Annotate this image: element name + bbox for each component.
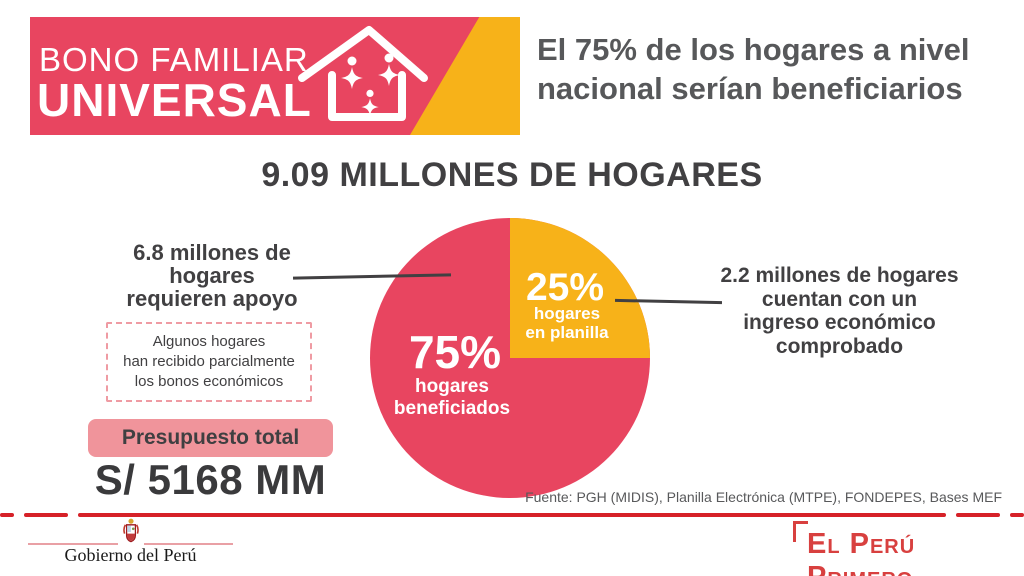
program-banner: BONO FAMILIAR UNIVERSAL — [30, 17, 520, 135]
budget-label-badge: Presupuesto total — [88, 419, 333, 457]
gov-label: Gobierno del Perú — [64, 545, 197, 565]
program-name-line2: UNIVERSAL — [37, 74, 312, 126]
gov-logo-top — [28, 517, 233, 547]
gov-flank-line-left — [28, 543, 118, 545]
pie-label-beneficiados-line1: hogares — [415, 376, 489, 397]
headline-line1: El 75% de los hogares a nivel — [537, 32, 970, 67]
annotation-right: 2.2 millones de hogares cuentan con un i… — [697, 264, 982, 358]
annotation-right-line2: cuentan con un — [761, 287, 918, 311]
annotation-left-line3: requieren apoyo — [126, 286, 298, 311]
pie-label-planilla-line1: hogares — [534, 304, 600, 323]
bracket-top-left-decoration — [793, 521, 808, 542]
headline: El 75% de los hogares a nivel nacional s… — [537, 30, 969, 108]
annotation-left: 6.8 millones de hogares requieren apoyo — [92, 241, 332, 310]
annotation-right-line1: 2.2 millones de hogares — [720, 264, 959, 287]
pie-label-75-percent: 75% — [409, 326, 501, 378]
source-text: Fuente: PGH (MIDIS), Planilla Electrónic… — [525, 489, 1002, 505]
red-divider-line — [0, 513, 1024, 517]
el-peru-primero-logo: El Perú Primero — [793, 521, 1024, 576]
slogan-text: El Perú Primero — [807, 528, 916, 576]
note-line1: Algunos hogares — [152, 333, 266, 350]
annotation-right-line3: ingreso económico — [743, 311, 936, 334]
budget-amount: S/ 5168 MM — [94, 456, 327, 503]
note-box: Algunos hogares han recibido parcialment… — [106, 322, 312, 402]
annotation-left-line1: 6.8 millones de — [133, 240, 291, 265]
note-line2: han recibido parcialmente — [123, 353, 295, 370]
pie-chart: 75% hogares beneficiados 25% hogares en … — [370, 218, 650, 498]
program-name-line1: BONO FAMILIAR — [39, 41, 309, 78]
peru-coat-of-arms-icon — [122, 518, 139, 543]
annotation-right-line4: comprobado — [775, 334, 904, 358]
pie-label-beneficiados-line2: beneficiados — [394, 398, 510, 419]
pie-label-planilla-line2: en planilla — [525, 323, 609, 342]
note-line3: los bonos económicos — [134, 373, 284, 390]
pie-label-25-percent: 25% — [526, 266, 604, 309]
house-family-icon — [298, 26, 428, 121]
main-title: 9.09 MILLONES DE HOGARES — [261, 156, 763, 194]
annotation-left-line2: hogares — [169, 263, 255, 288]
gov-flank-line-right — [143, 543, 233, 545]
gobierno-del-peru-logo: Gobierno del Perú — [28, 517, 233, 566]
headline-line2: nacional serían beneficiarios — [537, 71, 963, 106]
pie-slice-hogares-en-planilla — [510, 218, 650, 358]
